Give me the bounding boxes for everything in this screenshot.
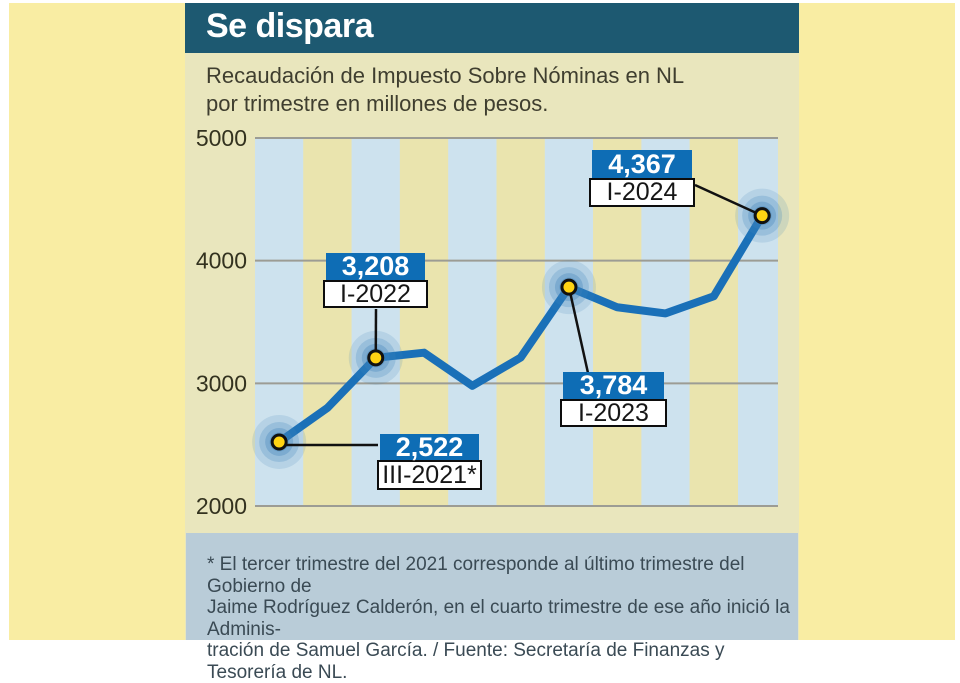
callout-i-2024: 4,367 I-2024 bbox=[589, 150, 695, 207]
quarter-stripe bbox=[497, 138, 545, 506]
callout-period-badge: I-2023 bbox=[560, 399, 667, 427]
data-point-dot bbox=[369, 351, 383, 365]
quarter-stripe bbox=[303, 138, 351, 506]
y-axis-tick-label: 4000 bbox=[196, 248, 247, 274]
infographic-background: Se dispara Recaudación de Impuesto Sobre… bbox=[9, 3, 955, 640]
callout-value-badge: 3,208 bbox=[326, 253, 425, 280]
quarter-stripe bbox=[545, 138, 593, 506]
content-column: Se dispara Recaudación de Impuesto Sobre… bbox=[185, 3, 799, 640]
callout-period-badge: I-2022 bbox=[323, 280, 428, 308]
y-axis-tick-label: 2000 bbox=[196, 493, 247, 519]
callout-period-badge: III-2021* bbox=[377, 460, 482, 490]
footnote-line-2: Jaime Rodríguez Calderón, en el cuarto t… bbox=[207, 597, 798, 640]
footnote-line-1: * El tercer trimestre del 2021 correspon… bbox=[207, 554, 798, 597]
data-point-dot bbox=[272, 435, 286, 449]
footnote-box: * El tercer trimestre del 2021 correspon… bbox=[186, 533, 798, 640]
y-axis-tick-label: 3000 bbox=[196, 370, 247, 396]
data-point-dot bbox=[562, 280, 576, 294]
footnote-line-3: tración de Samuel García. / Fuente: Secr… bbox=[207, 640, 798, 683]
data-point-dot bbox=[755, 209, 769, 223]
callout-i-2023: 3,784 I-2023 bbox=[560, 372, 667, 427]
callout-value-badge: 4,367 bbox=[592, 150, 692, 178]
callout-period-badge: I-2024 bbox=[589, 178, 695, 207]
callout-i-2022: 3,208 I-2022 bbox=[323, 253, 428, 308]
y-axis-tick-label: 5000 bbox=[196, 125, 247, 151]
callout-iii-2021: 2,522 III-2021* bbox=[377, 434, 482, 490]
callout-value-badge: 2,522 bbox=[380, 434, 479, 460]
callout-value-badge: 3,784 bbox=[563, 372, 664, 399]
